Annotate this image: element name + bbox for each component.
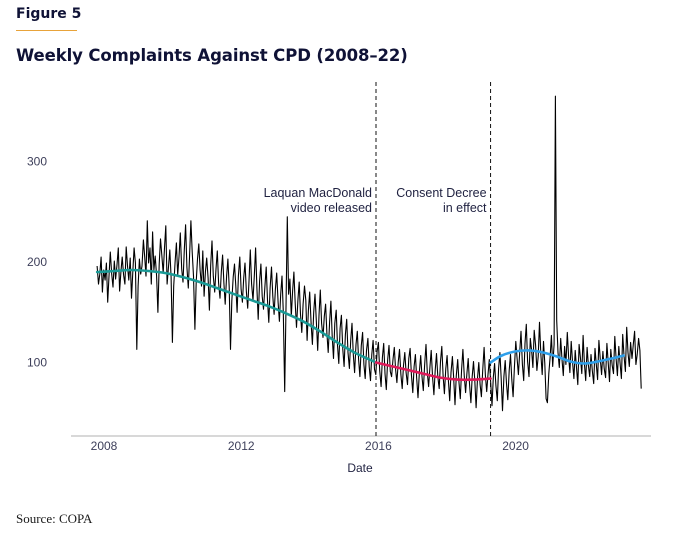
y-axis-ticks: 100 200 300 xyxy=(27,155,47,370)
trend-line xyxy=(489,349,625,365)
x-axis-ticks: 2008 2012 2016 2020 xyxy=(91,439,530,453)
chart-title: Weekly Complaints Against CPD (2008–22) xyxy=(16,46,408,65)
y-tick-label: 200 xyxy=(27,255,47,269)
trend-line xyxy=(95,268,378,364)
event-annotation: Laquan MacDonald xyxy=(264,186,372,200)
x-tick-label: 2016 xyxy=(365,439,392,453)
source-note: Source: COPA xyxy=(16,511,93,526)
event-annotation: in effect xyxy=(443,201,487,215)
x-tick-label: 2008 xyxy=(91,439,118,453)
y-tick-label: 100 xyxy=(27,356,47,370)
x-axis-label: Date xyxy=(347,461,373,475)
event-annotation: video released xyxy=(291,201,372,215)
x-tick-label: 2012 xyxy=(228,439,255,453)
figure-label: Figure 5 xyxy=(16,6,82,22)
x-tick-label: 2020 xyxy=(502,439,529,453)
figure-label-underline xyxy=(16,30,77,31)
trend-lines xyxy=(95,268,625,382)
y-tick-label: 300 xyxy=(27,155,47,169)
weekly-complaints-line xyxy=(96,95,642,412)
trend-line xyxy=(374,361,492,382)
event-annotation: Consent Decree xyxy=(396,186,486,200)
